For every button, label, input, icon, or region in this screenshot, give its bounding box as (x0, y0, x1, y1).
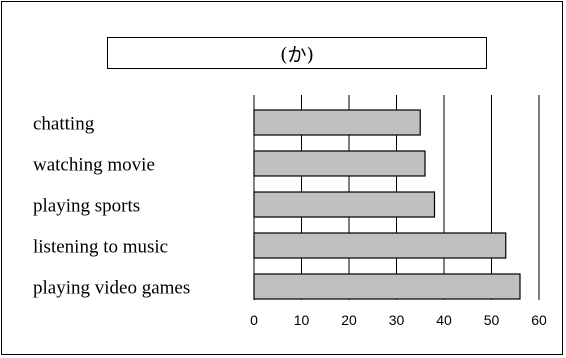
bar-playing-video-games (253, 273, 521, 300)
x-tick-label: 0 (250, 312, 258, 328)
category-labels: chatting watching movie playing sports list… (33, 114, 190, 299)
x-tick-label: 50 (484, 312, 500, 328)
category-label: listening to music (33, 237, 168, 258)
category-label: chatting (33, 114, 95, 135)
category-label: playing sports (33, 196, 140, 217)
x-tick-label: 10 (294, 312, 310, 328)
x-tick-label: 20 (341, 312, 357, 328)
bar-chatting (253, 109, 421, 136)
category-label: playing video games (33, 278, 190, 299)
bars (253, 109, 521, 300)
x-tick-labels: 0 10 20 30 40 50 60 (250, 312, 547, 328)
bar-listening-to-music (253, 232, 507, 259)
x-tick-label: 60 (531, 312, 547, 328)
category-label: watching movie (33, 155, 155, 176)
bar-playing-sports (253, 191, 436, 218)
bar-watching-movie (253, 150, 426, 177)
x-tick-label: 30 (389, 312, 405, 328)
chart-title: (か) (107, 37, 487, 69)
x-tick-label: 40 (436, 312, 452, 328)
